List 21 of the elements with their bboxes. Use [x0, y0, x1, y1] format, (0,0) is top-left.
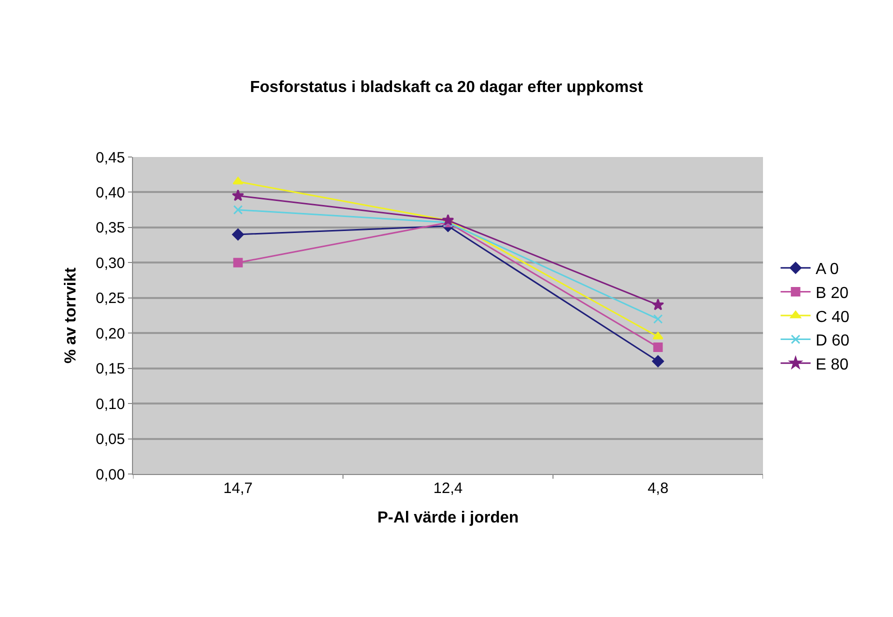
legend-label: D 60 [816, 332, 850, 350]
legend-label: E 80 [816, 356, 849, 374]
y-tick-label: 0,20 [96, 325, 125, 342]
y-axis-title: % av torrvikt [62, 266, 80, 364]
x-axis-title: P-Al värde i jorden [377, 510, 519, 527]
y-tick-label: 0,25 [96, 290, 125, 308]
x-tick-label: 12,4 [433, 480, 463, 497]
y-tick-label: 0,00 [96, 466, 125, 484]
legend-label: A 0 [816, 261, 839, 278]
x-tick-label: 4,8 [648, 480, 668, 497]
y-tick-label: 0,35 [96, 220, 125, 237]
y-tick-label: 0,30 [96, 254, 125, 272]
legend-label: B 20 [816, 284, 849, 302]
chart-title: Fosforstatus i bladskaft ca 20 dagar efter uppkomst [250, 78, 644, 96]
y-tick-label: 0,15 [96, 360, 125, 378]
y-tick-label: 0,40 [96, 184, 125, 202]
y-tick-label: 0,45 [96, 149, 125, 166]
y-tick-label: 0,05 [96, 431, 125, 448]
y-tick-label: 0,10 [96, 396, 125, 413]
legend-label: C 40 [816, 308, 850, 326]
x-tick-label: 14,7 [223, 480, 253, 497]
